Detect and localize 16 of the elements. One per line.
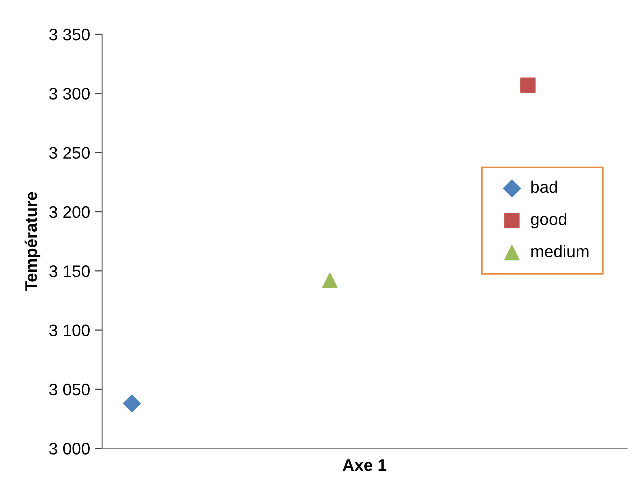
x-axis-title: Axe 1 (342, 460, 387, 472)
point (123, 394, 142, 413)
y-tick-label: 3 250 (50, 147, 90, 160)
y-tick-label: 3 050 (50, 384, 90, 396)
point (322, 272, 338, 288)
y-tick-label: 3 000 (50, 443, 90, 455)
y-tick-label: 3 200 (50, 206, 90, 218)
point (520, 78, 536, 94)
legend-label: bad (532, 180, 558, 194)
y-axis-title: Température (24, 192, 41, 292)
y-tick-label: 3 300 (50, 88, 90, 100)
legend-label: medium (532, 245, 589, 258)
y-tick-label: 3 100 (50, 324, 90, 337)
legend-label: good (531, 213, 567, 229)
y-tick-label: 3 350 (50, 28, 90, 41)
y-tick-label: 3 150 (50, 266, 90, 278)
